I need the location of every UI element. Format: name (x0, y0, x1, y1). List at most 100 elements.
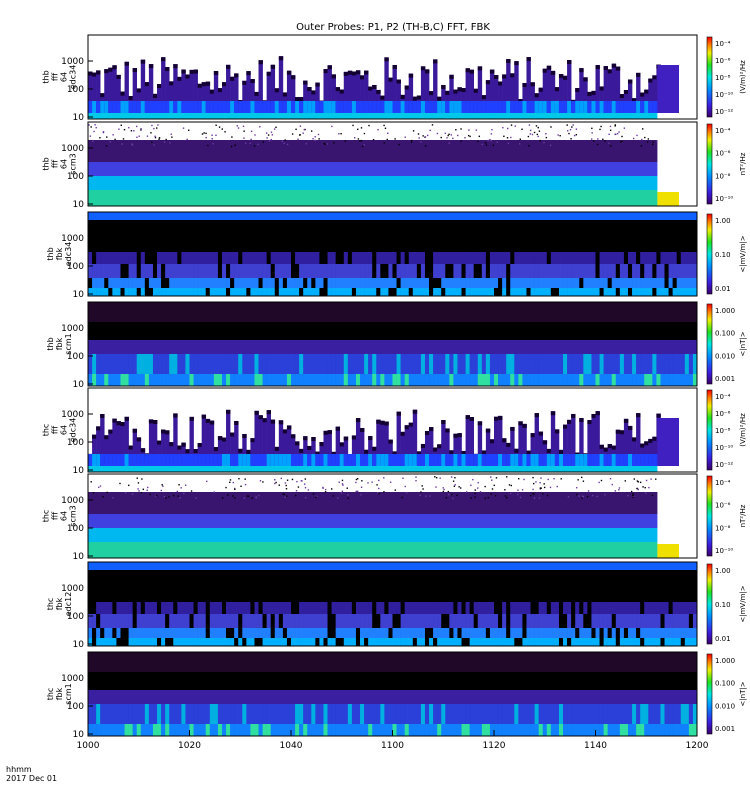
colorbar-tick-label: 10⁻¹² (715, 108, 733, 116)
fbk-cell (664, 374, 669, 386)
fbk-cell (201, 278, 207, 288)
fbk-cell (331, 602, 336, 614)
fbk-cell (412, 354, 418, 374)
low-freq-band (469, 454, 474, 466)
noise-dot (614, 125, 616, 127)
fbk-cell (510, 602, 515, 614)
fbk-cell (136, 614, 142, 628)
spectrum-column-top (104, 69, 109, 74)
fbk-cell (684, 288, 690, 296)
fbk-cell (668, 628, 673, 638)
fbk-cell (575, 614, 580, 628)
fbk-cell (591, 638, 596, 646)
fbk-cell (246, 264, 251, 278)
spectrum-column-top (323, 430, 328, 435)
fbk-cell (623, 614, 629, 628)
fbk-cell (554, 704, 560, 724)
noise-dot (282, 493, 284, 495)
low-freq-band (518, 454, 523, 466)
low-freq-band (420, 101, 426, 113)
fbk-cell (506, 638, 511, 646)
fbk-cell (412, 724, 418, 736)
fbk-cell (165, 288, 170, 296)
low-freq-band (591, 101, 596, 113)
fbk-cell (177, 638, 182, 646)
noise-dot (340, 132, 342, 135)
fbk-cell (632, 288, 637, 296)
noise-dot (211, 138, 213, 140)
spectrum-column (567, 60, 572, 113)
noise-dot (517, 489, 519, 491)
spectrum-column (360, 75, 365, 113)
low-freq-band (254, 454, 259, 466)
noise-dot (443, 488, 445, 491)
spectrum-column-top (173, 64, 178, 69)
fbk-cell (644, 614, 649, 628)
noise-dot (474, 489, 476, 491)
fbk-cell (684, 252, 690, 264)
fbk-cell (327, 628, 332, 638)
fbk-cell (193, 602, 198, 614)
spectrum-column-top (157, 84, 162, 89)
fbk-cell (619, 278, 625, 288)
low-freq-band (652, 101, 657, 113)
fbk-cell (116, 724, 121, 736)
fbk-cell (615, 724, 621, 736)
low-freq-band (238, 101, 243, 113)
fbk-cell (473, 354, 479, 374)
fbk-cell (668, 288, 673, 296)
spectrum-column-top (368, 86, 373, 91)
low-freq-band (185, 101, 190, 113)
fbk-cell (575, 602, 580, 614)
low-freq-band (465, 454, 470, 466)
noise-dot (445, 497, 447, 499)
noise-dot (363, 144, 365, 146)
fbk-cell (571, 704, 576, 724)
spectrum-column (258, 415, 263, 466)
fbk-cell (591, 704, 596, 724)
fbk-cell (88, 724, 93, 736)
low-freq-band (278, 454, 284, 466)
fbk-cell (278, 602, 284, 614)
noise-dot (314, 136, 316, 138)
fbk-cell (132, 614, 138, 628)
fbk-cell (217, 614, 223, 628)
fbk-cell (388, 288, 393, 296)
fbk-cell (416, 704, 422, 724)
spectrum-column-top (108, 429, 113, 434)
noise-dot (270, 131, 273, 133)
noise-dot (597, 138, 599, 140)
fbk-cell (242, 614, 247, 628)
low-freq-band (644, 101, 649, 113)
fbk-cell (619, 628, 625, 638)
fbk-cell (660, 278, 665, 288)
y-tick-label: 100 (67, 524, 84, 534)
fbk-cell (169, 354, 174, 374)
fbk-cell (433, 374, 438, 386)
low-freq-band (392, 101, 397, 113)
fbk-cell (161, 704, 166, 724)
fbk-cell (88, 264, 93, 278)
spectrum-column-top (197, 83, 202, 88)
fbk-cell (595, 704, 600, 724)
noise-dot (527, 135, 530, 138)
low-freq-band (270, 101, 276, 113)
fbk-cell (282, 724, 288, 736)
fbk-cell (441, 704, 446, 724)
fbk-cell (676, 602, 682, 614)
fbk-cell (502, 288, 507, 296)
noise-dot (539, 487, 542, 489)
panel-label-line: fff (51, 160, 60, 169)
fbk-cell (132, 354, 138, 374)
fbk-cell (424, 252, 430, 264)
fbk-cell (355, 602, 361, 614)
fbk-cell (534, 614, 539, 628)
fbk-cell (177, 614, 182, 628)
spectrum-column-top (400, 94, 405, 99)
fbk-cell (230, 264, 235, 278)
fbk-cell (672, 278, 677, 288)
noise-dot (454, 484, 456, 486)
low-freq-band (376, 101, 381, 113)
fbk-cell (534, 278, 539, 288)
fbk-cell (315, 288, 320, 296)
